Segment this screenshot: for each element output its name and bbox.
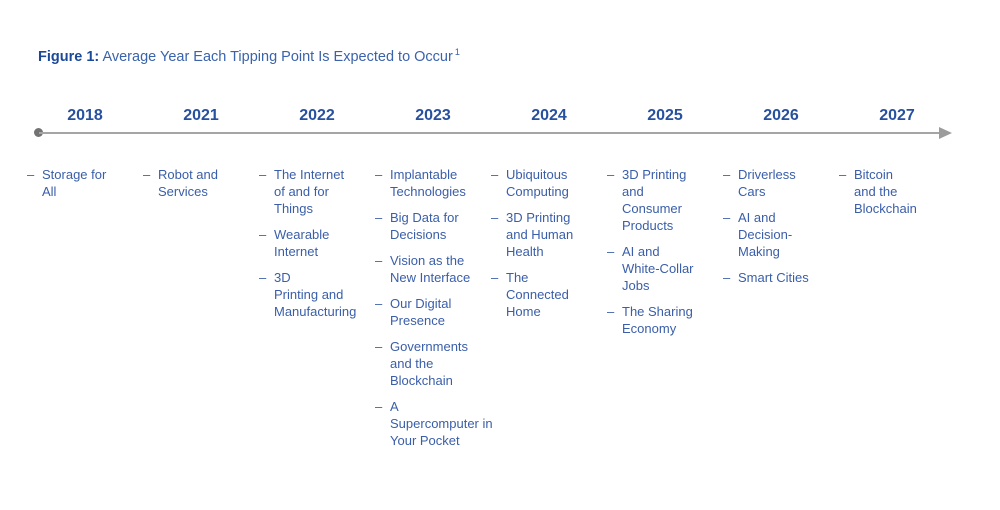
figure-label: Figure 1: — [38, 48, 100, 65]
timeline-years-row: 2018 2021 2022 2023 2024 2025 2026 2027 — [27, 107, 955, 127]
timeline-column-2023: – Implantable Technologies – Big Data for D… — [375, 166, 493, 458]
tipping-point-label: Smart Cities — [738, 270, 809, 285]
tipping-point-label: Big Data for Decisions — [390, 210, 459, 242]
bullet-dash: – — [491, 270, 499, 285]
bullet-dash: – — [723, 210, 731, 225]
year-label-2025: 2025 — [647, 107, 683, 124]
tipping-point-label: Governments and the Blockchain — [390, 339, 469, 388]
tipping-point-label: 3D Printing and Manufacturing — [274, 270, 357, 319]
tipping-point-item: – Governments and the Blockchain — [375, 338, 491, 389]
tipping-point-label: Storage for All — [42, 167, 107, 199]
bullet-dash: – — [259, 227, 267, 242]
bullet-dash: – — [375, 399, 383, 414]
timeline-column-2027: – Bitcoin and the Blockchain — [839, 166, 955, 458]
bullet-dash: – — [723, 270, 731, 285]
timeline-start-dot-icon — [34, 128, 43, 137]
bullet-dash: – — [723, 167, 731, 182]
tipping-point-label: The Internet of and for Things — [274, 167, 345, 216]
tipping-point-item: – Bitcoin and the Blockchain — [839, 166, 955, 217]
tipping-point-item: – Ubiquitous Computing — [491, 166, 607, 200]
timeline-column-2021: – Robot and Services — [143, 166, 259, 458]
tipping-point-item: –3D Printing and Manufacturing — [259, 269, 375, 320]
tipping-point-item: – Robot and Services — [143, 166, 259, 200]
bullet-dash: – — [375, 210, 383, 225]
tipping-point-label: Wearable Internet — [274, 227, 330, 259]
bullet-dash: – — [259, 167, 267, 182]
bullet-dash: – — [491, 210, 499, 225]
footnote-marker: 1 — [454, 47, 460, 57]
tipping-point-label: The Sharing Economy — [622, 304, 693, 336]
year-label-2027: 2027 — [879, 107, 915, 124]
timeline: 2018 2021 2022 2023 2024 2025 2026 2027 – Storag… — [27, 107, 955, 458]
bullet-dash: – — [375, 296, 383, 311]
tipping-point-item: – The Internet of and for Things — [259, 166, 375, 217]
tipping-point-item: – Smart Cities — [723, 269, 839, 286]
bullet-dash: – — [839, 167, 847, 182]
year-label-2022: 2022 — [299, 107, 335, 124]
figure-caption: Average Year Each Tipping Point Is Expec… — [99, 48, 453, 65]
tipping-point-label: Implantable Technologies — [390, 167, 466, 199]
bullet-dash: – — [607, 167, 615, 182]
tipping-point-item: – AI and White-Collar Jobs — [607, 243, 723, 294]
bullet-dash: – — [375, 339, 383, 354]
tipping-point-label: Robot and Services — [158, 167, 218, 199]
tipping-point-item: – Big Data for Decisions — [375, 209, 491, 243]
tipping-point-item: – AI and Decision- Making — [723, 209, 839, 260]
tipping-point-label: 3D Printing and Human Health — [506, 210, 574, 259]
tipping-point-label: 3D Printing and Consumer Products — [622, 167, 687, 233]
bullet-dash: – — [491, 167, 499, 182]
timeline-columns: – Storage for All – Robot and Services – The … — [27, 166, 955, 458]
timeline-line — [39, 132, 939, 134]
bullet-dash: – — [375, 167, 383, 182]
tipping-point-item: – A Supercomputer in Your Pocket — [375, 398, 493, 449]
timeline-arrow-icon — [939, 127, 952, 139]
timeline-column-2018: – Storage for All — [27, 166, 143, 458]
tipping-point-item: –3D Printing and Consumer Products — [607, 166, 723, 234]
year-label-2023: 2023 — [415, 107, 451, 124]
bullet-dash: – — [143, 167, 151, 182]
year-label-2021: 2021 — [183, 107, 219, 124]
tipping-point-item: – Vision as the New Interface — [375, 252, 491, 286]
timeline-column-2022: – The Internet of and for Things – Wearable… — [259, 166, 375, 458]
timeline-column-2024: – Ubiquitous Computing –3D Printing and Hu… — [491, 166, 607, 458]
tipping-point-item: – Implantable Technologies — [375, 166, 491, 200]
year-label-2024: 2024 — [531, 107, 567, 124]
tipping-point-item: – The Sharing Economy — [607, 303, 723, 337]
bullet-dash: – — [607, 304, 615, 319]
tipping-point-label: The Connected Home — [506, 270, 569, 319]
tipping-point-item: –3D Printing and Human Health — [491, 209, 607, 260]
tipping-point-label: Our Digital Presence — [390, 296, 452, 328]
tipping-point-label: Bitcoin and the Blockchain — [854, 167, 917, 216]
tipping-point-item: – Wearable Internet — [259, 226, 375, 260]
tipping-point-label: AI and Decision- Making — [738, 210, 793, 259]
timeline-column-2026: – Driverless Cars – AI and Decision- Making… — [723, 166, 839, 458]
year-label-2026: 2026 — [763, 107, 799, 124]
bullet-dash: – — [259, 270, 267, 285]
tipping-point-label: Vision as the New Interface — [390, 253, 471, 285]
tipping-point-item: – Our Digital Presence — [375, 295, 491, 329]
timeline-column-2025: –3D Printing and Consumer Products – AI an… — [607, 166, 723, 458]
bullet-dash: – — [27, 167, 35, 182]
year-label-2018: 2018 — [67, 107, 103, 124]
tipping-point-item: – Driverless Cars — [723, 166, 839, 200]
tipping-point-label: A Supercomputer in Your Pocket — [390, 399, 493, 448]
tipping-point-item: – The Connected Home — [491, 269, 607, 320]
bullet-dash: – — [607, 244, 615, 259]
bullet-dash: – — [375, 253, 383, 268]
figure-title: Figure 1: Average Year Each Tipping Poin… — [38, 43, 460, 66]
timeline-axis — [27, 127, 955, 139]
tipping-point-label: Ubiquitous Computing — [506, 167, 569, 199]
tipping-point-label: AI and White-Collar Jobs — [622, 244, 694, 293]
tipping-point-label: Driverless Cars — [738, 167, 796, 199]
tipping-point-item: – Storage for All — [27, 166, 143, 200]
